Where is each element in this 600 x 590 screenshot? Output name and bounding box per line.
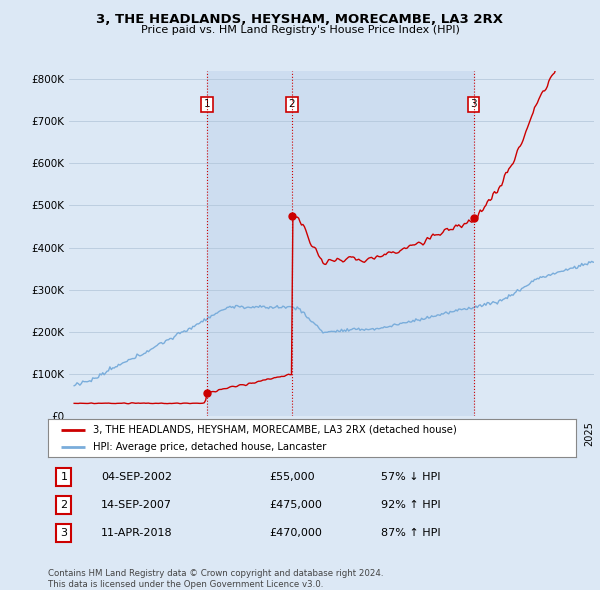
Text: 87% ↑ HPI: 87% ↑ HPI bbox=[380, 528, 440, 538]
Text: £470,000: £470,000 bbox=[270, 528, 323, 538]
Text: 3, THE HEADLANDS, HEYSHAM, MORECAMBE, LA3 2RX: 3, THE HEADLANDS, HEYSHAM, MORECAMBE, LA… bbox=[97, 13, 503, 26]
Text: 11-APR-2018: 11-APR-2018 bbox=[101, 528, 172, 538]
Text: 57% ↓ HPI: 57% ↓ HPI bbox=[380, 472, 440, 482]
Text: Contains HM Land Registry data © Crown copyright and database right 2024.
This d: Contains HM Land Registry data © Crown c… bbox=[48, 569, 383, 589]
Text: 2: 2 bbox=[289, 100, 295, 110]
Text: £55,000: £55,000 bbox=[270, 472, 316, 482]
Bar bbox=[207, 71, 292, 416]
Text: 2: 2 bbox=[60, 500, 67, 510]
Text: HPI: Average price, detached house, Lancaster: HPI: Average price, detached house, Lanc… bbox=[93, 441, 326, 451]
Text: Price paid vs. HM Land Registry's House Price Index (HPI): Price paid vs. HM Land Registry's House … bbox=[140, 25, 460, 35]
Bar bbox=[292, 71, 473, 416]
Text: 3: 3 bbox=[61, 528, 67, 538]
Text: 1: 1 bbox=[61, 472, 67, 482]
Text: 3, THE HEADLANDS, HEYSHAM, MORECAMBE, LA3 2RX (detached house): 3, THE HEADLANDS, HEYSHAM, MORECAMBE, LA… bbox=[93, 425, 457, 435]
Text: 92% ↑ HPI: 92% ↑ HPI bbox=[380, 500, 440, 510]
Text: 3: 3 bbox=[470, 100, 477, 110]
Text: £475,000: £475,000 bbox=[270, 500, 323, 510]
Text: 04-SEP-2002: 04-SEP-2002 bbox=[101, 472, 172, 482]
Text: 1: 1 bbox=[204, 100, 211, 110]
Text: 14-SEP-2007: 14-SEP-2007 bbox=[101, 500, 172, 510]
